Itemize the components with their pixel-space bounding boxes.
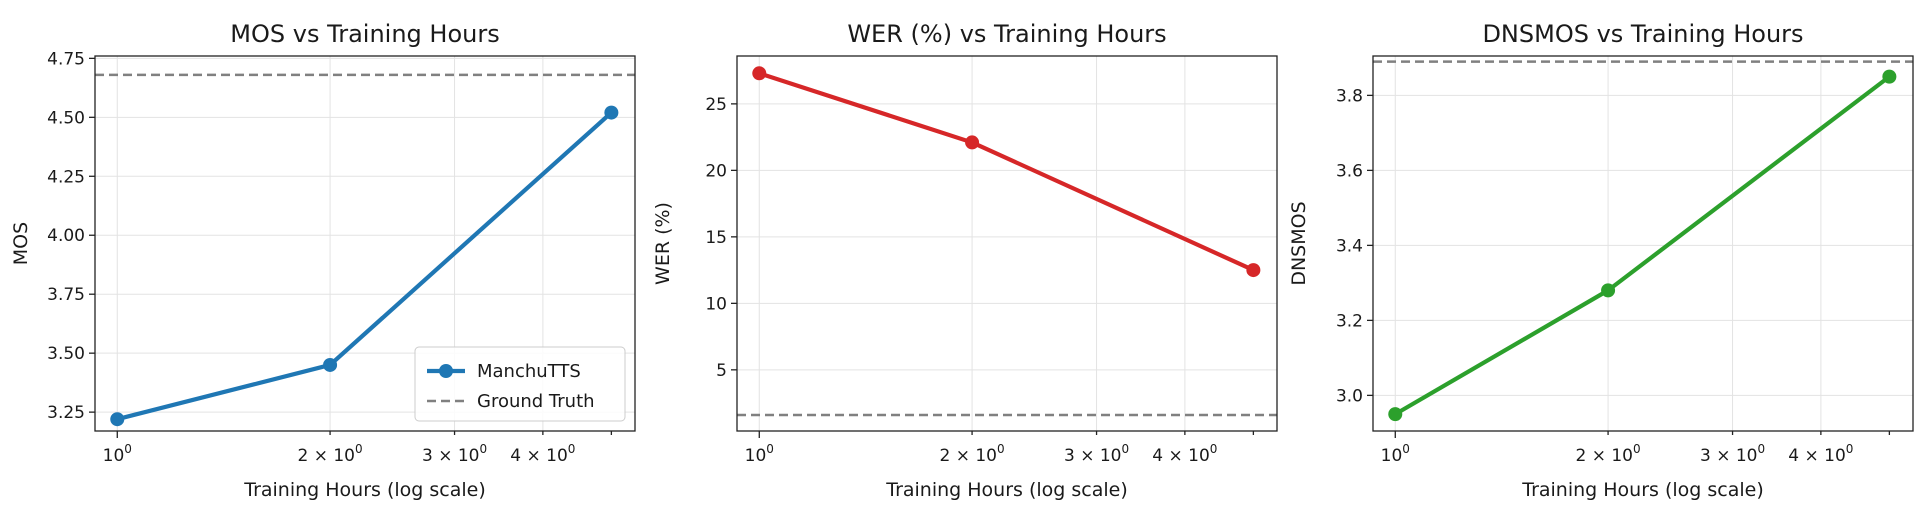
data-point <box>1882 69 1897 84</box>
y-tick-label: 25 <box>705 95 727 115</box>
data-point <box>323 357 338 372</box>
y-tick-label: 3.0 <box>1336 386 1363 406</box>
chart-title: DNSMOS vs Training Hours <box>1482 20 1803 48</box>
x-tick-label: 2 × 100 <box>298 442 363 466</box>
data-point <box>752 66 767 81</box>
chart-title: MOS vs Training Hours <box>230 20 499 48</box>
x-tick-label: 100 <box>1381 442 1410 466</box>
y-tick-label: 3.4 <box>1336 236 1363 256</box>
data-point <box>965 135 980 150</box>
series-line <box>758 71 1255 273</box>
data-point <box>604 105 619 120</box>
y-axis-label: MOS <box>10 222 32 265</box>
chart-title: WER (%) vs Training Hours <box>847 20 1166 48</box>
x-tick-label: 3 × 100 <box>1064 442 1129 466</box>
y-tick-label: 3.2 <box>1336 311 1363 331</box>
x-tick-label: 100 <box>103 442 132 466</box>
y-tick-label: 3.50 <box>47 344 85 364</box>
plot-frame <box>1372 55 1914 432</box>
y-axis-label: WER (%) <box>652 202 674 285</box>
y-tick-label: 20 <box>705 161 727 181</box>
x-axis-label: Training Hours (log scale) <box>885 479 1128 501</box>
data-point <box>1388 407 1403 422</box>
data-point <box>110 412 125 427</box>
x-tick-label: 4 × 100 <box>1152 442 1217 466</box>
x-tick-label: 3 × 100 <box>422 442 487 466</box>
x-tick-label: 2 × 100 <box>940 442 1005 466</box>
x-tick-label: 4 × 100 <box>510 442 575 466</box>
y-tick-label: 4.00 <box>47 226 85 246</box>
y-tick-label: 4.50 <box>47 108 85 128</box>
chart-panel-2: 5 10 15 20 25 100 2 × 100 3 × 100 4 × 100 WER (%)… <box>652 20 1278 501</box>
y-tick-label: 4.75 <box>47 49 85 69</box>
y-tick-label: 4.25 <box>47 167 85 187</box>
x-tick-label: 3 × 100 <box>1700 442 1765 466</box>
x-axis-label: Training Hours (log scale) <box>1521 479 1764 501</box>
y-tick-label: 10 <box>705 294 727 314</box>
x-tick-label: 4 × 100 <box>1788 442 1853 466</box>
y-tick-label: 3.25 <box>47 403 85 423</box>
data-point <box>1246 263 1261 278</box>
chart-panel-1: 3.25 3.50 3.75 4.00 4.25 4.50 4.75 100 2 × 100 3 … <box>10 20 636 501</box>
y-tick-label: 5 <box>716 361 727 381</box>
legend-series-marker <box>439 364 453 378</box>
x-tick-label: 100 <box>745 442 774 466</box>
y-tick-label: 3.75 <box>47 285 85 305</box>
x-tick-label: 2 × 100 <box>1576 442 1641 466</box>
y-tick-label: 3.8 <box>1336 86 1363 106</box>
legend-label: Ground Truth <box>477 391 595 412</box>
plot-frame <box>94 55 636 432</box>
y-tick-label: 3.6 <box>1336 161 1363 181</box>
plot-frame <box>736 55 1278 432</box>
legend: ManchuTTS Ground Truth <box>414 346 626 422</box>
data-point <box>1601 283 1616 298</box>
legend-box <box>414 346 626 422</box>
legend-label: ManchuTTS <box>477 361 581 382</box>
y-axis-label: DNSMOS <box>1288 201 1310 285</box>
x-axis-label: Training Hours (log scale) <box>243 479 486 501</box>
y-tick-label: 15 <box>705 228 727 248</box>
chart-panel-3: 3.0 3.2 3.4 3.6 3.8 100 2 × 100 3 × 100 4 × 100 D… <box>1288 20 1914 501</box>
